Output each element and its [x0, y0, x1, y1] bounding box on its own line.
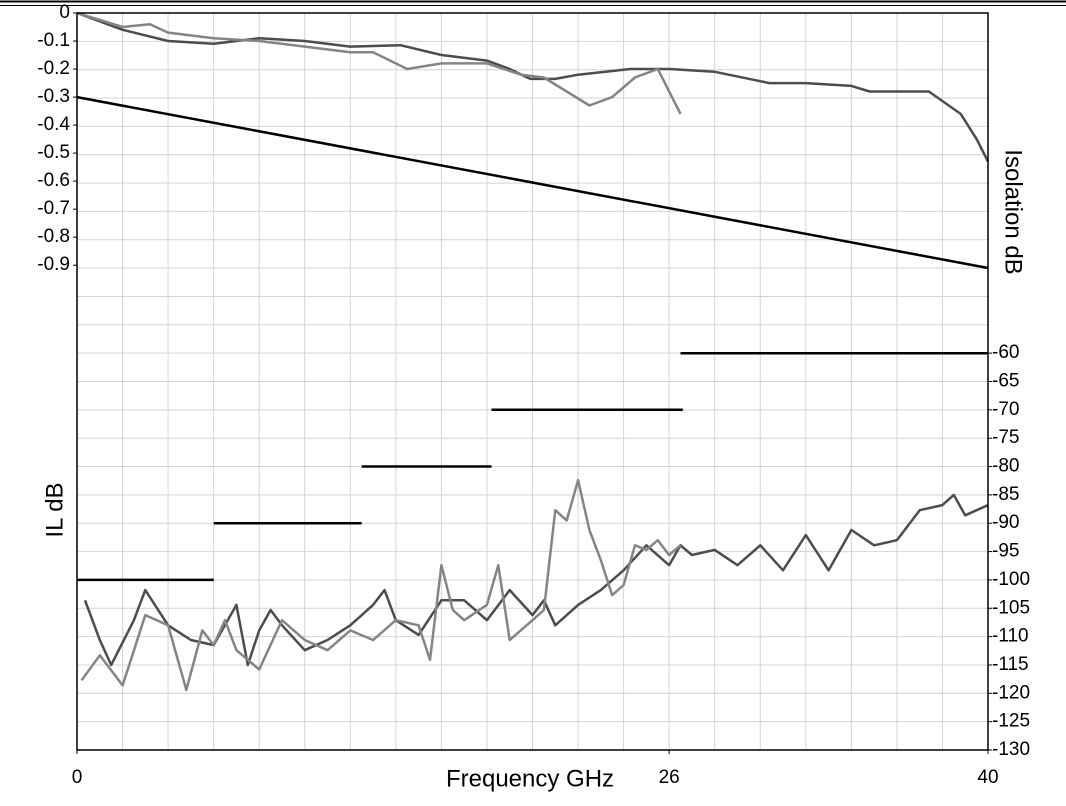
y2-tick-label: -120 — [992, 682, 1030, 703]
y-tick-label: -0.8 — [37, 226, 70, 247]
y2-tick-label: -75 — [992, 427, 1019, 448]
y2-tick-label: -60 — [992, 342, 1019, 363]
y-tick-label: -0.6 — [37, 170, 70, 191]
data-line — [77, 351, 988, 582]
y2-tick-label: -115 — [992, 654, 1029, 675]
y-tick-label: -0.5 — [37, 142, 70, 163]
x-tick-label: 40 — [977, 767, 998, 788]
y2-tick-label: -85 — [992, 484, 1019, 505]
y-tick-label: 0 — [59, 2, 70, 23]
x-tick-label: 0 — [72, 767, 83, 788]
data-line — [83, 493, 989, 667]
y2-tick-label: -65 — [992, 371, 1019, 392]
y-tick-label: -0.1 — [37, 30, 70, 51]
y-tick-label: -0.7 — [37, 198, 70, 219]
y2-tick-label: -80 — [992, 456, 1019, 477]
y2-tick-label: -100 — [992, 569, 1030, 590]
plot — [76, 11, 990, 692]
x-axis-label: Frequency GHz — [446, 765, 614, 792]
y2-tick-label: -130 — [992, 739, 1030, 760]
y2-tick-label: -95 — [992, 541, 1019, 562]
y2-tick-label: -105 — [992, 597, 1030, 618]
plot-frame — [76, 12, 989, 751]
y2-tick-label: -90 — [992, 512, 1019, 533]
data-line — [76, 11, 990, 163]
y-tick-label: -0.4 — [37, 114, 70, 135]
data-line — [76, 95, 989, 270]
y-axis-label: IL dB — [41, 482, 68, 537]
x-tick-label: 26 — [659, 767, 680, 788]
y2-tick-label: -70 — [992, 399, 1019, 420]
data-line — [76, 11, 682, 115]
y2-axis-label: Isolation dB — [1000, 149, 1027, 274]
data-line — [80, 478, 682, 692]
y-tick-label: -0.2 — [37, 58, 70, 79]
y2-tick-label: -125 — [992, 711, 1030, 732]
y-tick-label: -0.3 — [37, 86, 70, 107]
y-tick-label: -0.9 — [37, 254, 70, 275]
y2-tick-label: -110 — [992, 626, 1029, 647]
